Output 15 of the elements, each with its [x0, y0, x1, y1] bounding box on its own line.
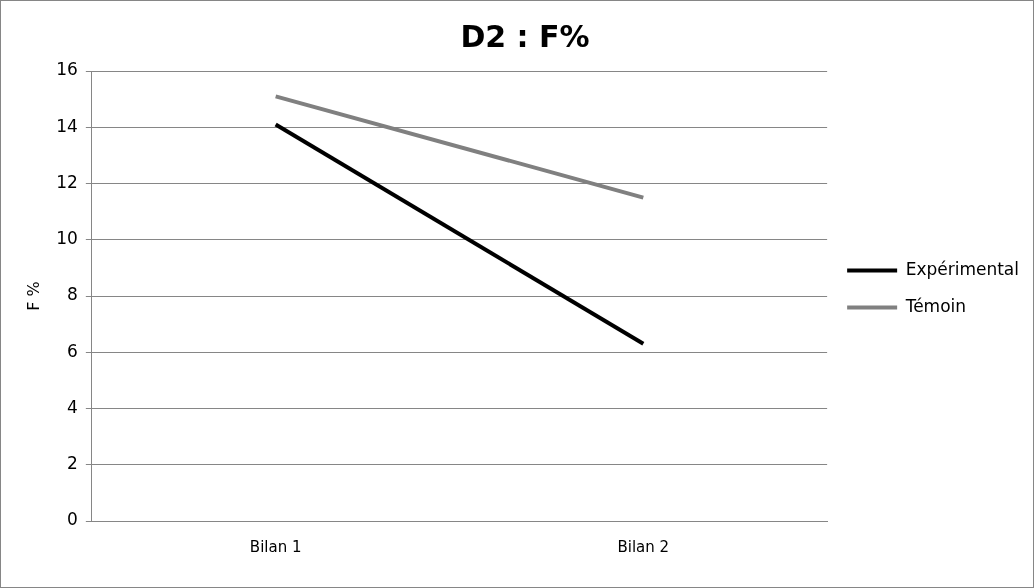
x-tick-label: Bilan 2: [617, 537, 670, 556]
y-tick-label: 8: [67, 284, 78, 305]
x-tick-label: Bilan 1: [249, 537, 302, 556]
y-tick-label: 12: [56, 171, 78, 192]
legend-label: Témoin: [904, 295, 967, 316]
y-tick-label: 2: [67, 453, 78, 474]
y-tick-label: 0: [67, 509, 78, 530]
y-tick-label: 6: [67, 340, 78, 361]
chart-title: D2 : F%: [460, 18, 590, 54]
y-tick-label: 4: [67, 396, 78, 417]
y-tick-label: 14: [56, 115, 78, 136]
y-tick-label: 10: [56, 228, 78, 249]
y-axis-title: F %: [23, 281, 43, 311]
legend-label: Expérimental: [905, 258, 1020, 279]
y-tick-label: 16: [56, 59, 78, 80]
